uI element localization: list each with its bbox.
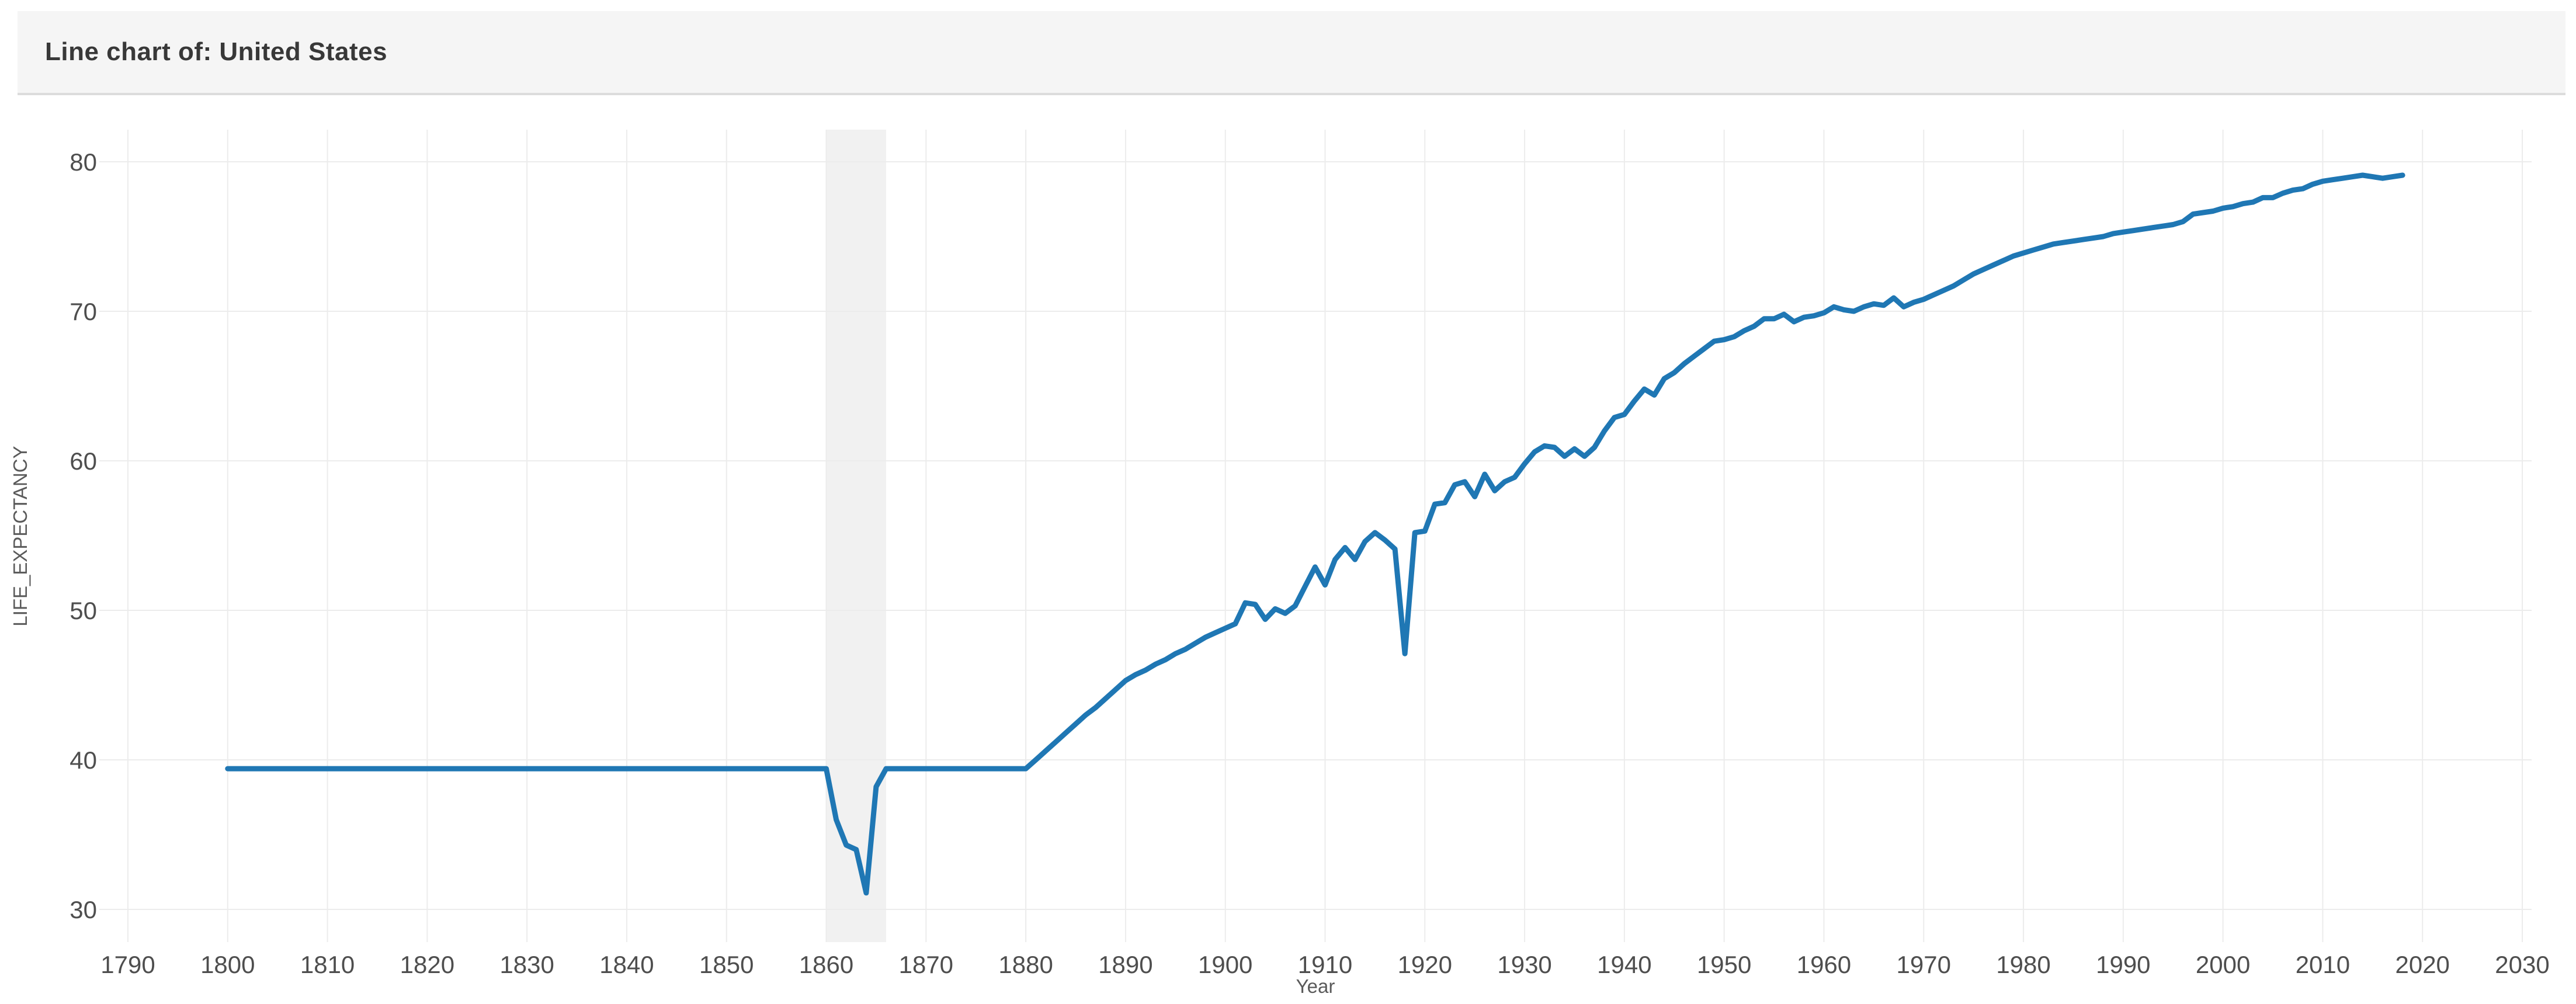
x-tick-label: 1900 bbox=[1198, 951, 1252, 978]
y-tick-label: 40 bbox=[70, 746, 97, 774]
x-axis-title: Year bbox=[1296, 975, 1335, 997]
x-tick-label: 2020 bbox=[2395, 951, 2449, 978]
x-tick-label: 1950 bbox=[1697, 951, 1751, 978]
x-tick-label: 1890 bbox=[1098, 951, 1152, 978]
x-tick-label: 1920 bbox=[1398, 951, 1452, 978]
chart-title: Line chart of: United States bbox=[45, 37, 388, 66]
y-tick-label: 60 bbox=[70, 447, 97, 475]
y-tick-label: 30 bbox=[70, 896, 97, 923]
y-axis-title: LIFE_EXPECTANCY bbox=[9, 446, 31, 626]
x-tick-label: 1840 bbox=[599, 951, 654, 978]
x-tick-label: 1850 bbox=[699, 951, 754, 978]
x-tick-label: 1810 bbox=[300, 951, 355, 978]
y-tick-label: 80 bbox=[70, 148, 97, 176]
x-tick-label: 1980 bbox=[1996, 951, 2050, 978]
x-tick-label: 1830 bbox=[499, 951, 554, 978]
x-tick-label: 1940 bbox=[1597, 951, 1651, 978]
x-tick-label: 1990 bbox=[2096, 951, 2150, 978]
y-tick-label: 50 bbox=[70, 597, 97, 624]
x-tick-label: 1790 bbox=[100, 951, 155, 978]
y-tick-label: 70 bbox=[70, 298, 97, 325]
x-tick-label: 1960 bbox=[1797, 951, 1851, 978]
x-tick-label: 2000 bbox=[2196, 951, 2250, 978]
x-tick-label: 1880 bbox=[998, 951, 1053, 978]
x-tick-label: 1970 bbox=[1897, 951, 1951, 978]
x-tick-label: 1820 bbox=[400, 951, 454, 978]
x-tick-label: 2030 bbox=[2495, 951, 2549, 978]
x-tick-label: 1870 bbox=[899, 951, 953, 978]
x-tick-label: 1800 bbox=[200, 951, 255, 978]
x-tick-label: 2010 bbox=[2296, 951, 2350, 978]
x-tick-label: 1860 bbox=[799, 951, 853, 978]
plot-area[interactable] bbox=[99, 130, 2532, 942]
x-tick-label: 1910 bbox=[1298, 951, 1352, 978]
series-line-united-states[interactable] bbox=[225, 172, 2405, 896]
x-tick-label: 1930 bbox=[1497, 951, 1551, 978]
chart-header: Line chart of: United States bbox=[18, 11, 2565, 95]
